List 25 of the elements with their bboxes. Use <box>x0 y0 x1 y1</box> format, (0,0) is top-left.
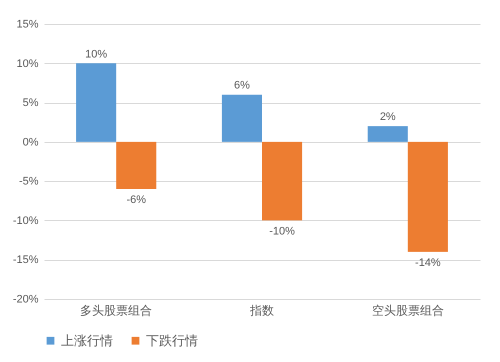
x-tick-label: 空头股票组合 <box>372 304 444 318</box>
data-label: -10% <box>269 225 296 238</box>
x-tick-label: 指数 <box>249 304 274 318</box>
y-tick-label: 10% <box>16 58 39 70</box>
data-label: -14% <box>415 256 441 269</box>
data-label: 6% <box>234 80 250 92</box>
y-tick-label: -5% <box>18 176 39 188</box>
y-tick-label: -15% <box>12 254 39 266</box>
legend-label: 下跌行情 <box>146 332 198 348</box>
bar <box>368 126 408 142</box>
y-tick-label: -10% <box>12 214 39 227</box>
data-label: 10% <box>85 48 108 60</box>
bar <box>262 142 302 220</box>
data-label: -6% <box>126 194 146 206</box>
bar <box>116 142 156 189</box>
bar <box>76 63 116 142</box>
y-tick-label: 0% <box>22 136 39 148</box>
x-tick-label: 多头股票组合 <box>80 304 152 318</box>
y-tick-label: -20% <box>12 294 39 306</box>
legend-label: 上涨行情 <box>61 332 113 348</box>
y-tick-label: 5% <box>22 97 39 110</box>
y-tick-label: 15% <box>16 18 39 30</box>
bar <box>222 94 262 142</box>
data-label: 2% <box>380 111 396 124</box>
bar <box>408 142 448 252</box>
